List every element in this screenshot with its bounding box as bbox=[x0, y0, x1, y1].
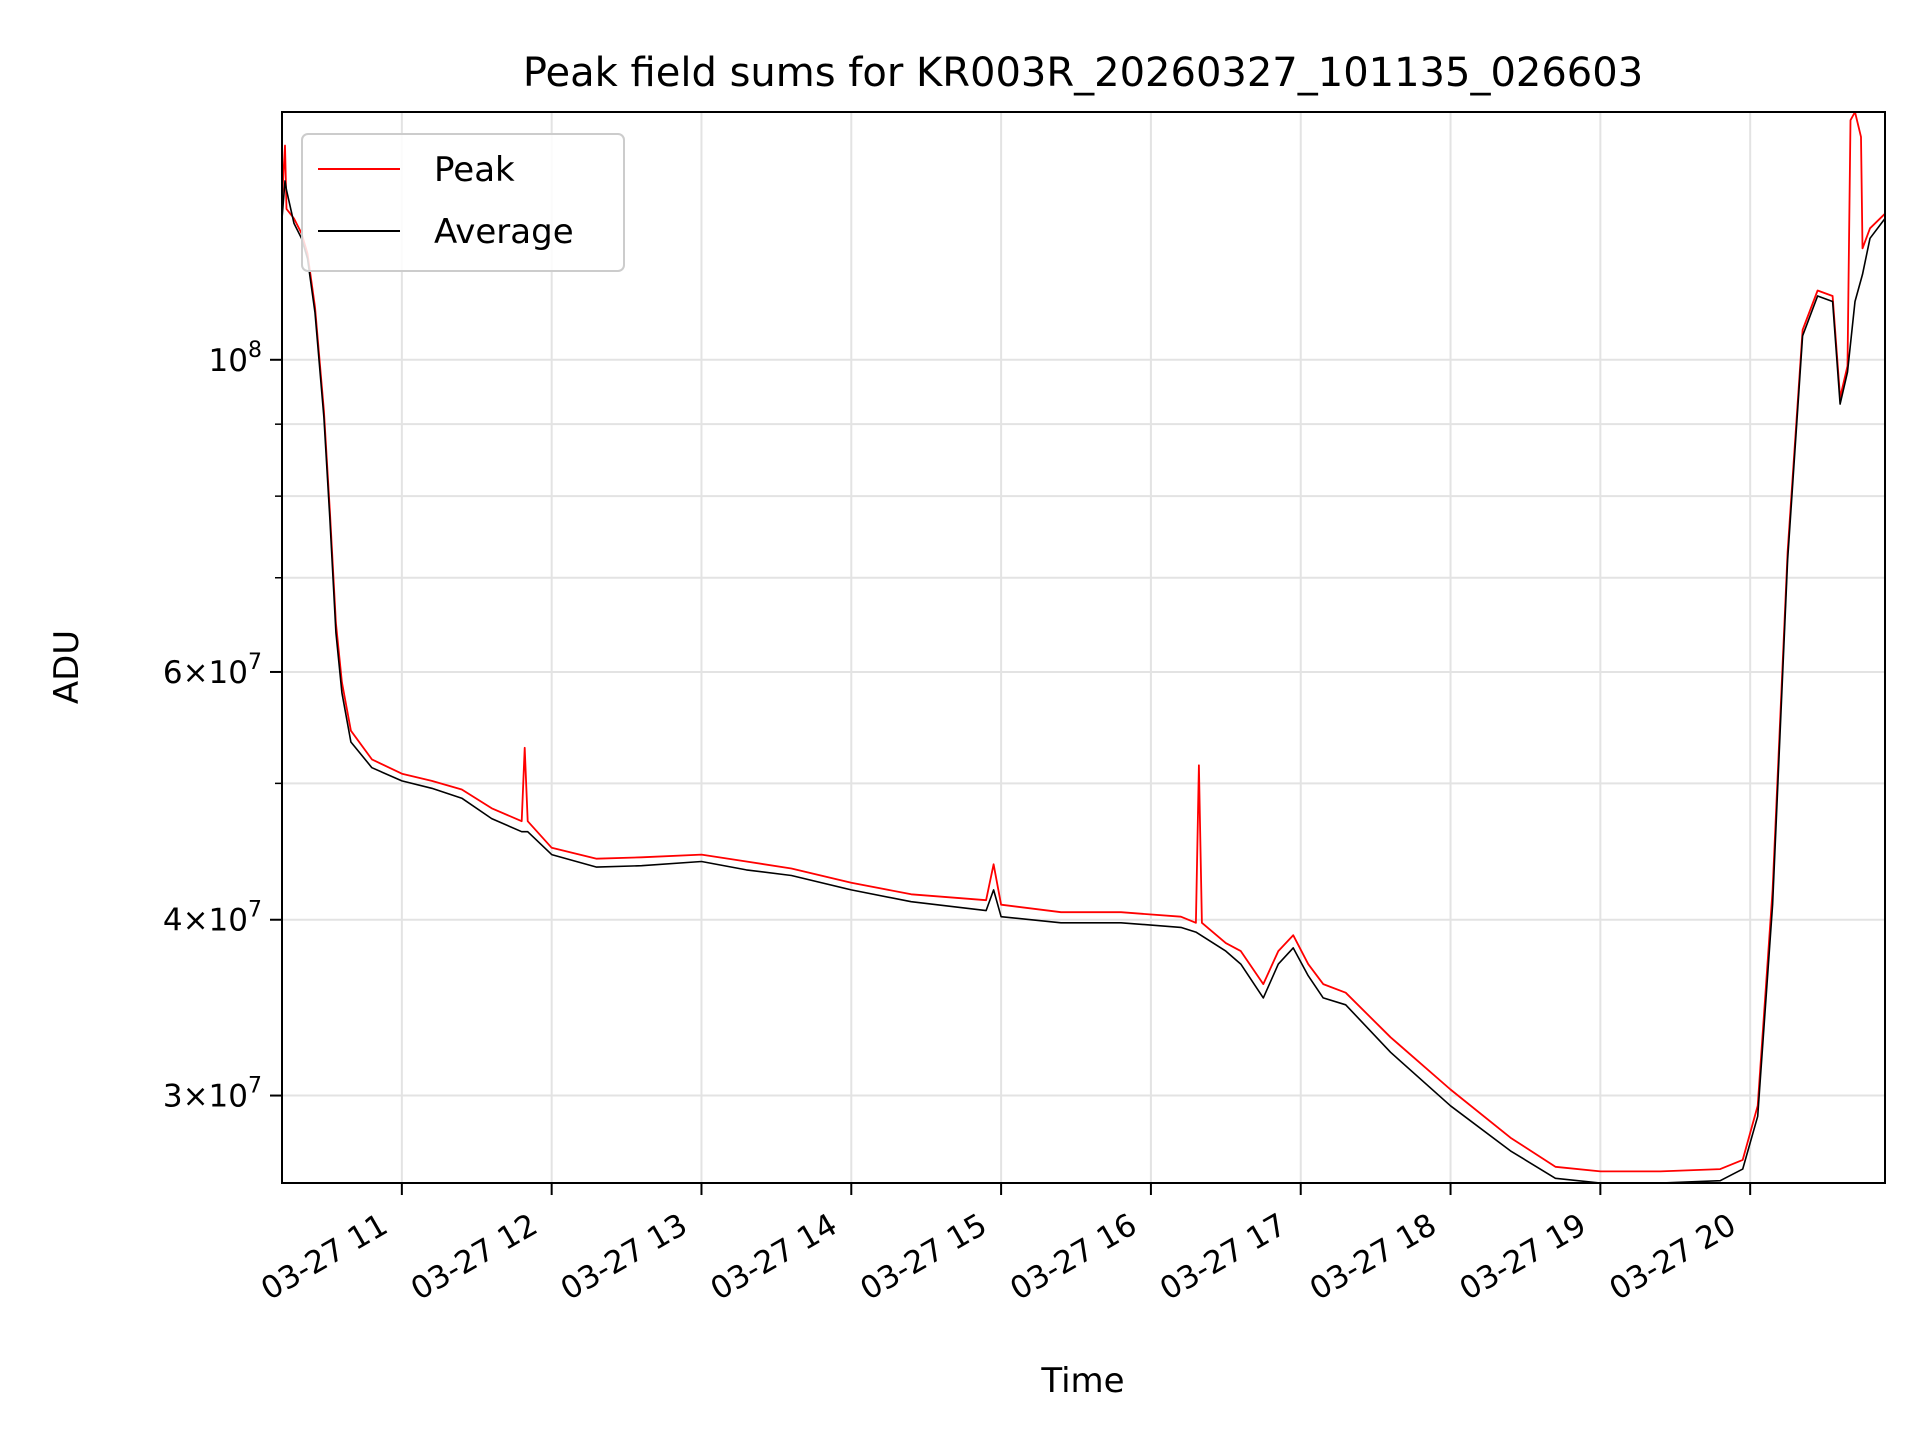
y-tick-mantissa: 10 bbox=[209, 343, 248, 379]
y-tick-label: 108 bbox=[209, 338, 262, 379]
legend-label-average: Average bbox=[434, 212, 574, 252]
y-tick-exponent: 7 bbox=[248, 1074, 262, 1099]
plot-area: 03-27 11 03-27 12 03-27 13 03-27 14 03-27 15… bbox=[163, 111, 1886, 1308]
y-tick-exponent: 7 bbox=[248, 650, 262, 675]
y-tick-label: 6×107 bbox=[163, 650, 262, 691]
y-tick-label: 3×107 bbox=[163, 1074, 262, 1115]
y-tick-mantissa: 3×10 bbox=[163, 1079, 248, 1115]
y-tick-label: 4×107 bbox=[163, 898, 262, 939]
legend: Peak Average bbox=[301, 133, 625, 272]
y-tick-mantissa: 6×10 bbox=[163, 655, 248, 691]
y-tick-mantissa: 4×10 bbox=[163, 903, 248, 939]
chart-title: Peak field sums for KR003R_20260327_1011… bbox=[523, 50, 1643, 96]
y-tick-exponent: 7 bbox=[248, 898, 262, 923]
legend-label-peak: Peak bbox=[434, 150, 515, 190]
y-axis-label: ADU bbox=[47, 630, 87, 704]
x-axis-label: Time bbox=[1040, 1361, 1124, 1401]
axes-frame bbox=[281, 111, 1886, 1184]
plot-background bbox=[282, 112, 1885, 1183]
series-line-average bbox=[282, 180, 1885, 1183]
y-tick-exponent: 8 bbox=[248, 338, 262, 363]
